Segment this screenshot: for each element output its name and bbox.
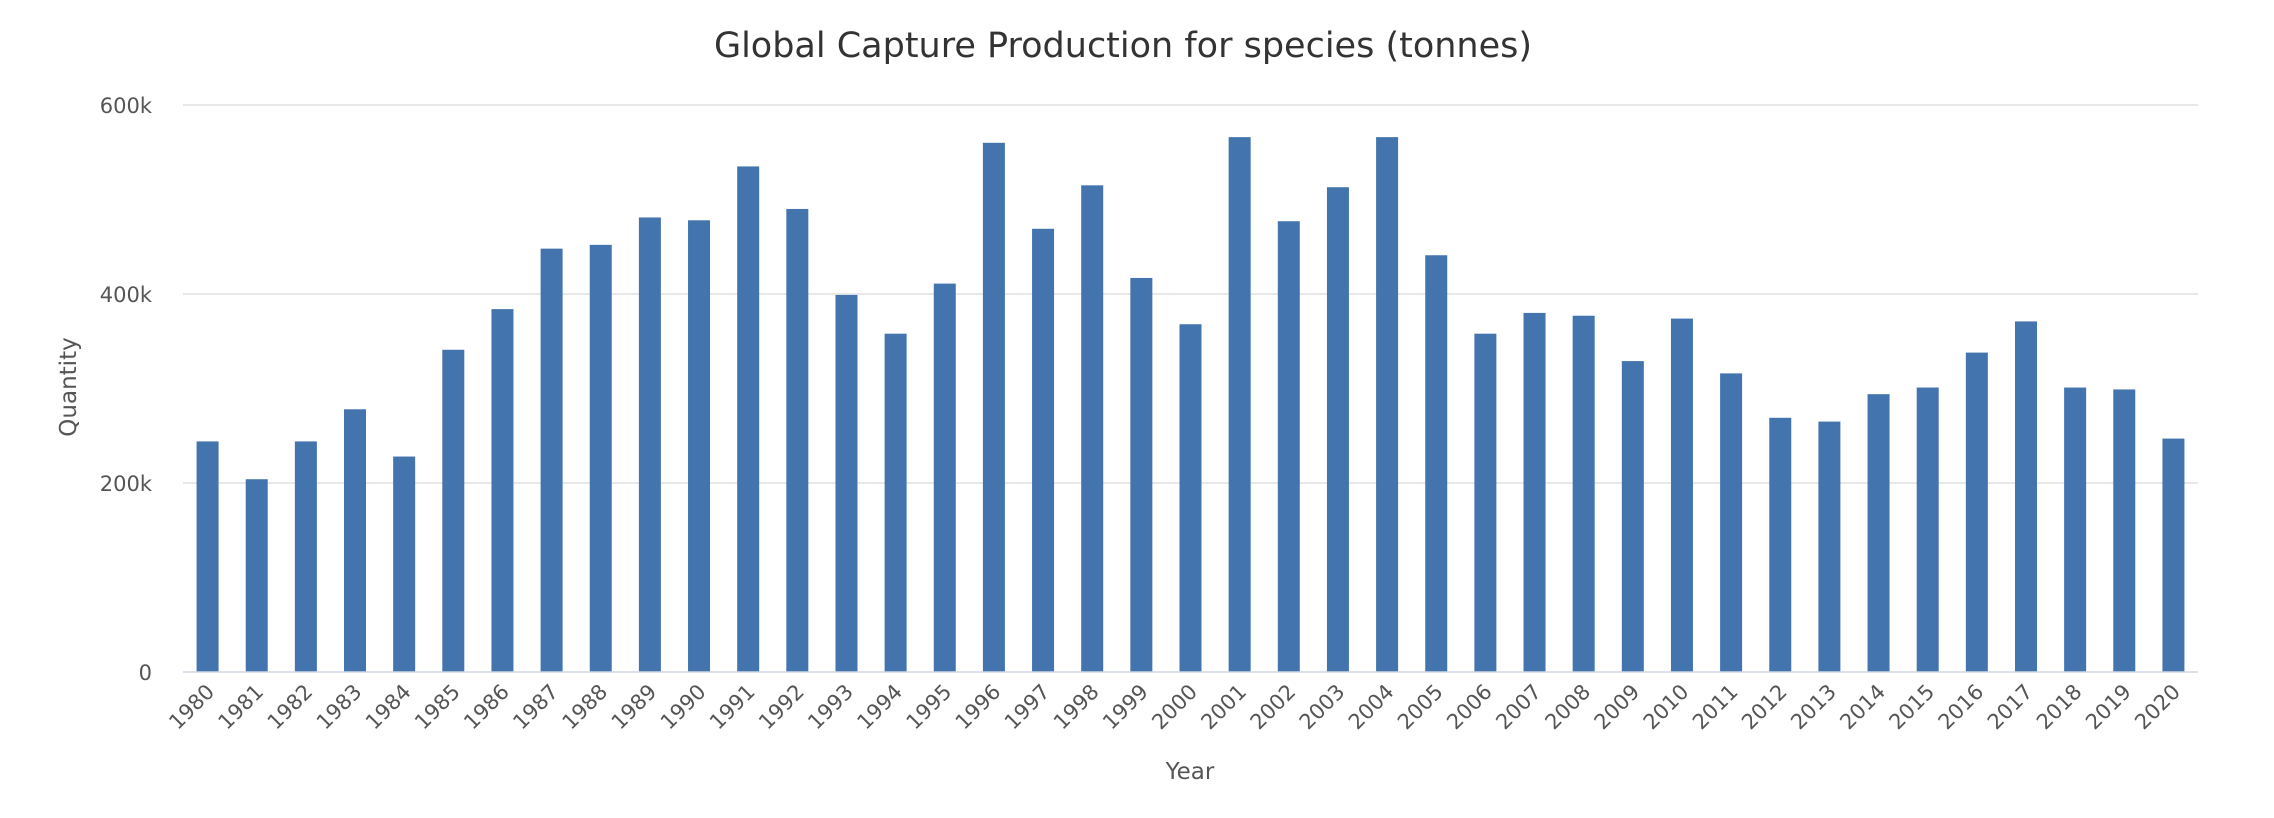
x-tick-label: 2002 — [1246, 680, 1301, 735]
x-tick-label: 2001 — [1196, 680, 1251, 735]
bar-1996[interactable] — [982, 142, 1005, 673]
x-tick-label: 2018 — [2032, 680, 2087, 735]
bar-2007[interactable] — [1523, 312, 1546, 672]
y-tick-label: 600k — [100, 94, 153, 118]
bar-2006[interactable] — [1474, 333, 1497, 672]
x-tick-label: 1991 — [705, 680, 760, 735]
bar-2017[interactable] — [2014, 321, 2037, 672]
bar-1989[interactable] — [638, 217, 661, 672]
x-tick-label: 1986 — [459, 680, 514, 735]
bar-2004[interactable] — [1376, 137, 1399, 672]
x-tick-label: 2016 — [1934, 680, 1989, 735]
x-tick-label: 1995 — [902, 680, 957, 735]
bar-2009[interactable] — [1621, 361, 1644, 672]
bar-1999[interactable] — [1130, 277, 1153, 672]
bar-1985[interactable] — [442, 349, 465, 672]
bar-series — [196, 137, 2185, 673]
x-tick-label: 2012 — [1737, 680, 1792, 735]
x-tick-label: 1982 — [263, 680, 318, 735]
bar-1993[interactable] — [835, 294, 858, 672]
x-tick-label: 2005 — [1393, 680, 1448, 735]
x-tick-label: 1997 — [1000, 680, 1055, 735]
bar-2001[interactable] — [1228, 137, 1251, 672]
bar-2014[interactable] — [1867, 394, 1890, 672]
bar-2020[interactable] — [2162, 438, 2185, 672]
x-tick-label: 1984 — [361, 680, 416, 735]
chart-title: Global Capture Production for species (t… — [714, 26, 1532, 66]
x-tick-label: 2006 — [1442, 680, 1497, 735]
x-tick-label: 1983 — [312, 680, 367, 735]
bar-1991[interactable] — [737, 166, 760, 673]
bar-1994[interactable] — [884, 333, 907, 672]
bar-1980[interactable] — [196, 441, 219, 672]
x-tick-label: 1990 — [656, 680, 711, 735]
x-tick-label: 2011 — [1688, 680, 1743, 735]
bar-1984[interactable] — [393, 456, 416, 672]
y-tick-label: 0 — [139, 661, 152, 685]
x-axis-title: Year — [1165, 759, 1215, 785]
bar-2011[interactable] — [1720, 373, 1743, 672]
y-axis-tick-labels: 0 200k 400k 600k — [100, 94, 153, 685]
bar-1997[interactable] — [1032, 228, 1055, 673]
x-tick-label: 2013 — [1786, 680, 1841, 735]
x-tick-label: 1999 — [1098, 680, 1153, 735]
x-tick-label: 2015 — [1884, 680, 1939, 735]
x-tick-label: 2009 — [1590, 680, 1645, 735]
x-axis-tick-labels: 1980198119821983198419851986198719881989… — [164, 680, 2185, 735]
x-tick-label: 1996 — [951, 680, 1006, 735]
x-tick-label: 1988 — [558, 680, 613, 735]
x-tick-label: 1981 — [213, 680, 268, 735]
y-tick-label: 400k — [100, 283, 153, 307]
bar-2019[interactable] — [2113, 389, 2136, 672]
x-tick-label: 1994 — [852, 680, 907, 735]
x-tick-label: 1993 — [803, 680, 858, 735]
bar-1995[interactable] — [933, 283, 956, 672]
bar-2016[interactable] — [1965, 352, 1988, 672]
bar-1982[interactable] — [294, 441, 317, 672]
bar-2008[interactable] — [1572, 315, 1595, 672]
bar-2010[interactable] — [1670, 318, 1693, 672]
x-tick-label: 1987 — [508, 680, 563, 735]
bar-2013[interactable] — [1818, 421, 1841, 672]
y-axis-title: Quantity — [56, 337, 82, 436]
bar-1990[interactable] — [688, 220, 711, 673]
x-tick-label: 2003 — [1295, 680, 1350, 735]
x-tick-label: 1992 — [754, 680, 809, 735]
bar-2003[interactable] — [1326, 187, 1349, 672]
x-tick-label: 2004 — [1344, 680, 1399, 735]
bar-1998[interactable] — [1081, 185, 1104, 672]
x-tick-label: 2008 — [1540, 680, 1595, 735]
bar-2015[interactable] — [1916, 387, 1939, 672]
bar-1986[interactable] — [491, 309, 514, 672]
x-tick-label: 2017 — [1983, 680, 2038, 735]
x-tick-label: 2000 — [1147, 680, 1202, 735]
bar-1981[interactable] — [245, 479, 268, 672]
bar-2018[interactable] — [2064, 387, 2087, 672]
x-tick-label: 1998 — [1049, 680, 1104, 735]
x-tick-label: 2019 — [2081, 680, 2136, 735]
bar-2005[interactable] — [1425, 255, 1448, 672]
x-tick-label: 1980 — [164, 680, 219, 735]
bar-1988[interactable] — [589, 244, 612, 673]
x-tick-label: 2010 — [1639, 680, 1694, 735]
x-tick-label: 1985 — [410, 680, 465, 735]
bar-2000[interactable] — [1179, 324, 1202, 672]
bar-2012[interactable] — [1769, 417, 1792, 672]
bar-1983[interactable] — [344, 409, 367, 672]
y-tick-label: 200k — [100, 472, 153, 496]
bar-1987[interactable] — [540, 248, 563, 672]
x-tick-label: 1989 — [607, 680, 662, 735]
x-tick-label: 2020 — [2130, 680, 2185, 735]
x-tick-label: 2007 — [1491, 680, 1546, 735]
bar-1992[interactable] — [786, 208, 809, 672]
bar-2002[interactable] — [1277, 221, 1300, 673]
x-tick-label: 2014 — [1835, 680, 1890, 735]
